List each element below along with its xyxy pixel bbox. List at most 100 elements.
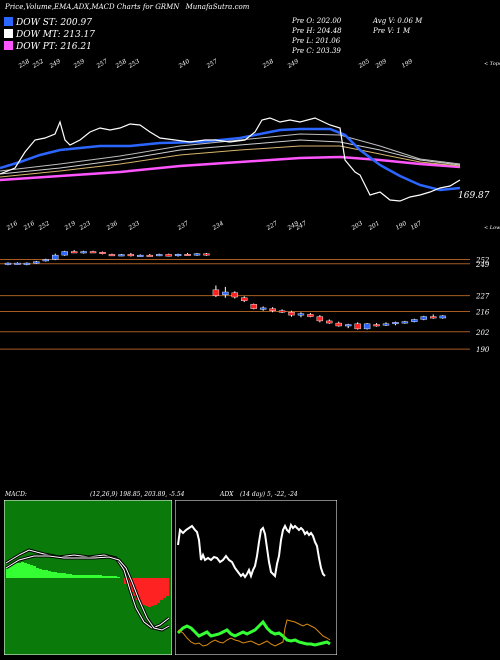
candle-body	[33, 261, 40, 264]
price-level-label: 249	[475, 261, 490, 269]
candle-body	[99, 252, 106, 254]
adx-panel	[175, 500, 337, 655]
minus-di-line	[176, 619, 331, 647]
low-label: 190	[395, 220, 409, 232]
macd-params: (12,26,9) 198.85, 203.89, -5.54	[90, 491, 185, 498]
mt-ema-line	[0, 139, 461, 175]
low-label: 227	[265, 220, 279, 232]
candle-body	[411, 319, 418, 322]
candle-body	[241, 297, 248, 301]
price-level-label: 202	[475, 329, 490, 337]
avg-volume: Avg V: 0.06 M	[373, 17, 423, 25]
chart-title: Price,Volume,EMA,ADX,MACD Charts for GRM…	[5, 3, 249, 11]
candle-body	[392, 322, 399, 325]
candle-body	[184, 254, 191, 256]
candle-body	[155, 254, 163, 257]
candle-body	[430, 316, 437, 319]
low-label: 236	[105, 220, 119, 232]
candle-body	[14, 262, 21, 265]
legend-dow-mt: DOW MT: 213.17	[4, 29, 95, 40]
candle-body	[269, 308, 276, 311]
top-label: 257	[95, 58, 109, 70]
candle-body	[89, 251, 97, 254]
low-label: 187	[410, 220, 424, 232]
legend-swatch-pt	[4, 41, 13, 50]
ohlc-high: Pre H: 204.48	[292, 27, 342, 35]
candle-body	[70, 251, 78, 254]
ohlc-close: Pre C: 203.39	[292, 47, 341, 55]
top-label: 209	[374, 58, 388, 70]
legend-swatch-mt	[4, 29, 13, 38]
top-label: 259	[72, 58, 86, 70]
candle-body	[316, 316, 324, 322]
low-label: 203	[350, 220, 364, 232]
candle-body	[250, 304, 257, 309]
candle-body	[52, 254, 59, 260]
candle-body	[354, 323, 361, 330]
top-label: 205	[357, 58, 371, 70]
signal-line-white	[5, 555, 170, 631]
price-level-label: 252	[475, 256, 490, 264]
legend-dow-st: DOW ST: 200.97	[4, 17, 92, 28]
tops-marker: < Tops	[484, 61, 500, 67]
legend-label-st: DOW ST: 200.97	[16, 18, 92, 28]
ohlc-open: Pre O: 202.00	[292, 17, 342, 25]
macd-panel	[4, 500, 172, 655]
candle-body	[203, 253, 210, 256]
top-label: 249	[286, 58, 300, 70]
price-level-label: 216	[475, 309, 490, 317]
tops-labels: 258 252 249 259 257 258 253 240 257 258 249 205 209 1…	[17, 58, 414, 70]
ohlc-low: Pre L: 201.06	[292, 37, 341, 45]
candle-body	[174, 254, 182, 257]
candle-body	[420, 316, 427, 320]
low-label: 216	[22, 220, 36, 232]
top-label: 199	[401, 58, 415, 70]
candle-body	[137, 254, 144, 257]
candle-body	[118, 254, 125, 257]
candle-body	[42, 259, 49, 262]
candle-body	[373, 324, 380, 327]
candle-body	[61, 251, 68, 256]
low-label: 252	[37, 220, 51, 232]
candle-body	[23, 262, 31, 265]
lows-marker: < Lows	[484, 225, 500, 231]
candle-body	[439, 315, 446, 319]
legend-label-mt: DOW MT: 213.17	[16, 30, 95, 40]
prev-volume: Pre V: 1 M	[373, 27, 411, 35]
top-label: 258	[17, 58, 31, 70]
low-label: 237	[176, 220, 190, 232]
low-label: 234	[211, 220, 225, 232]
top-label: 253	[127, 58, 141, 70]
candle-body	[326, 320, 333, 324]
top-label: 258	[261, 58, 275, 70]
price-close-line	[0, 117, 461, 202]
low-label: 219	[63, 220, 77, 232]
candle-body	[231, 292, 239, 298]
pt-ema-line	[0, 155, 461, 182]
plus-di-line	[177, 619, 331, 647]
candle-body	[165, 254, 172, 257]
candle-body	[193, 253, 201, 256]
candle-body	[297, 313, 305, 316]
top-label: 258	[114, 58, 128, 70]
macd-hist-positive	[6, 562, 120, 578]
st-ema-line	[0, 127, 461, 192]
candles	[4, 250, 446, 330]
candle-body	[127, 254, 135, 257]
candle-body	[80, 251, 87, 254]
candle-body	[108, 254, 116, 257]
top-label: 249	[48, 58, 62, 70]
adx-line	[177, 522, 326, 580]
chart-title-text: Price,Volume,EMA,ADX,MACD Charts for GRM…	[5, 3, 180, 11]
low-label: 233	[127, 220, 141, 232]
legend-label-pt: DOW PT: 216.21	[16, 42, 92, 52]
price-level-label: 190	[476, 346, 490, 354]
site-name: MunafaSutra.com	[185, 3, 250, 11]
candle-body	[382, 323, 390, 326]
candle-body	[335, 322, 342, 327]
adx-params: (14 day) 5, -22, -24	[240, 491, 298, 498]
